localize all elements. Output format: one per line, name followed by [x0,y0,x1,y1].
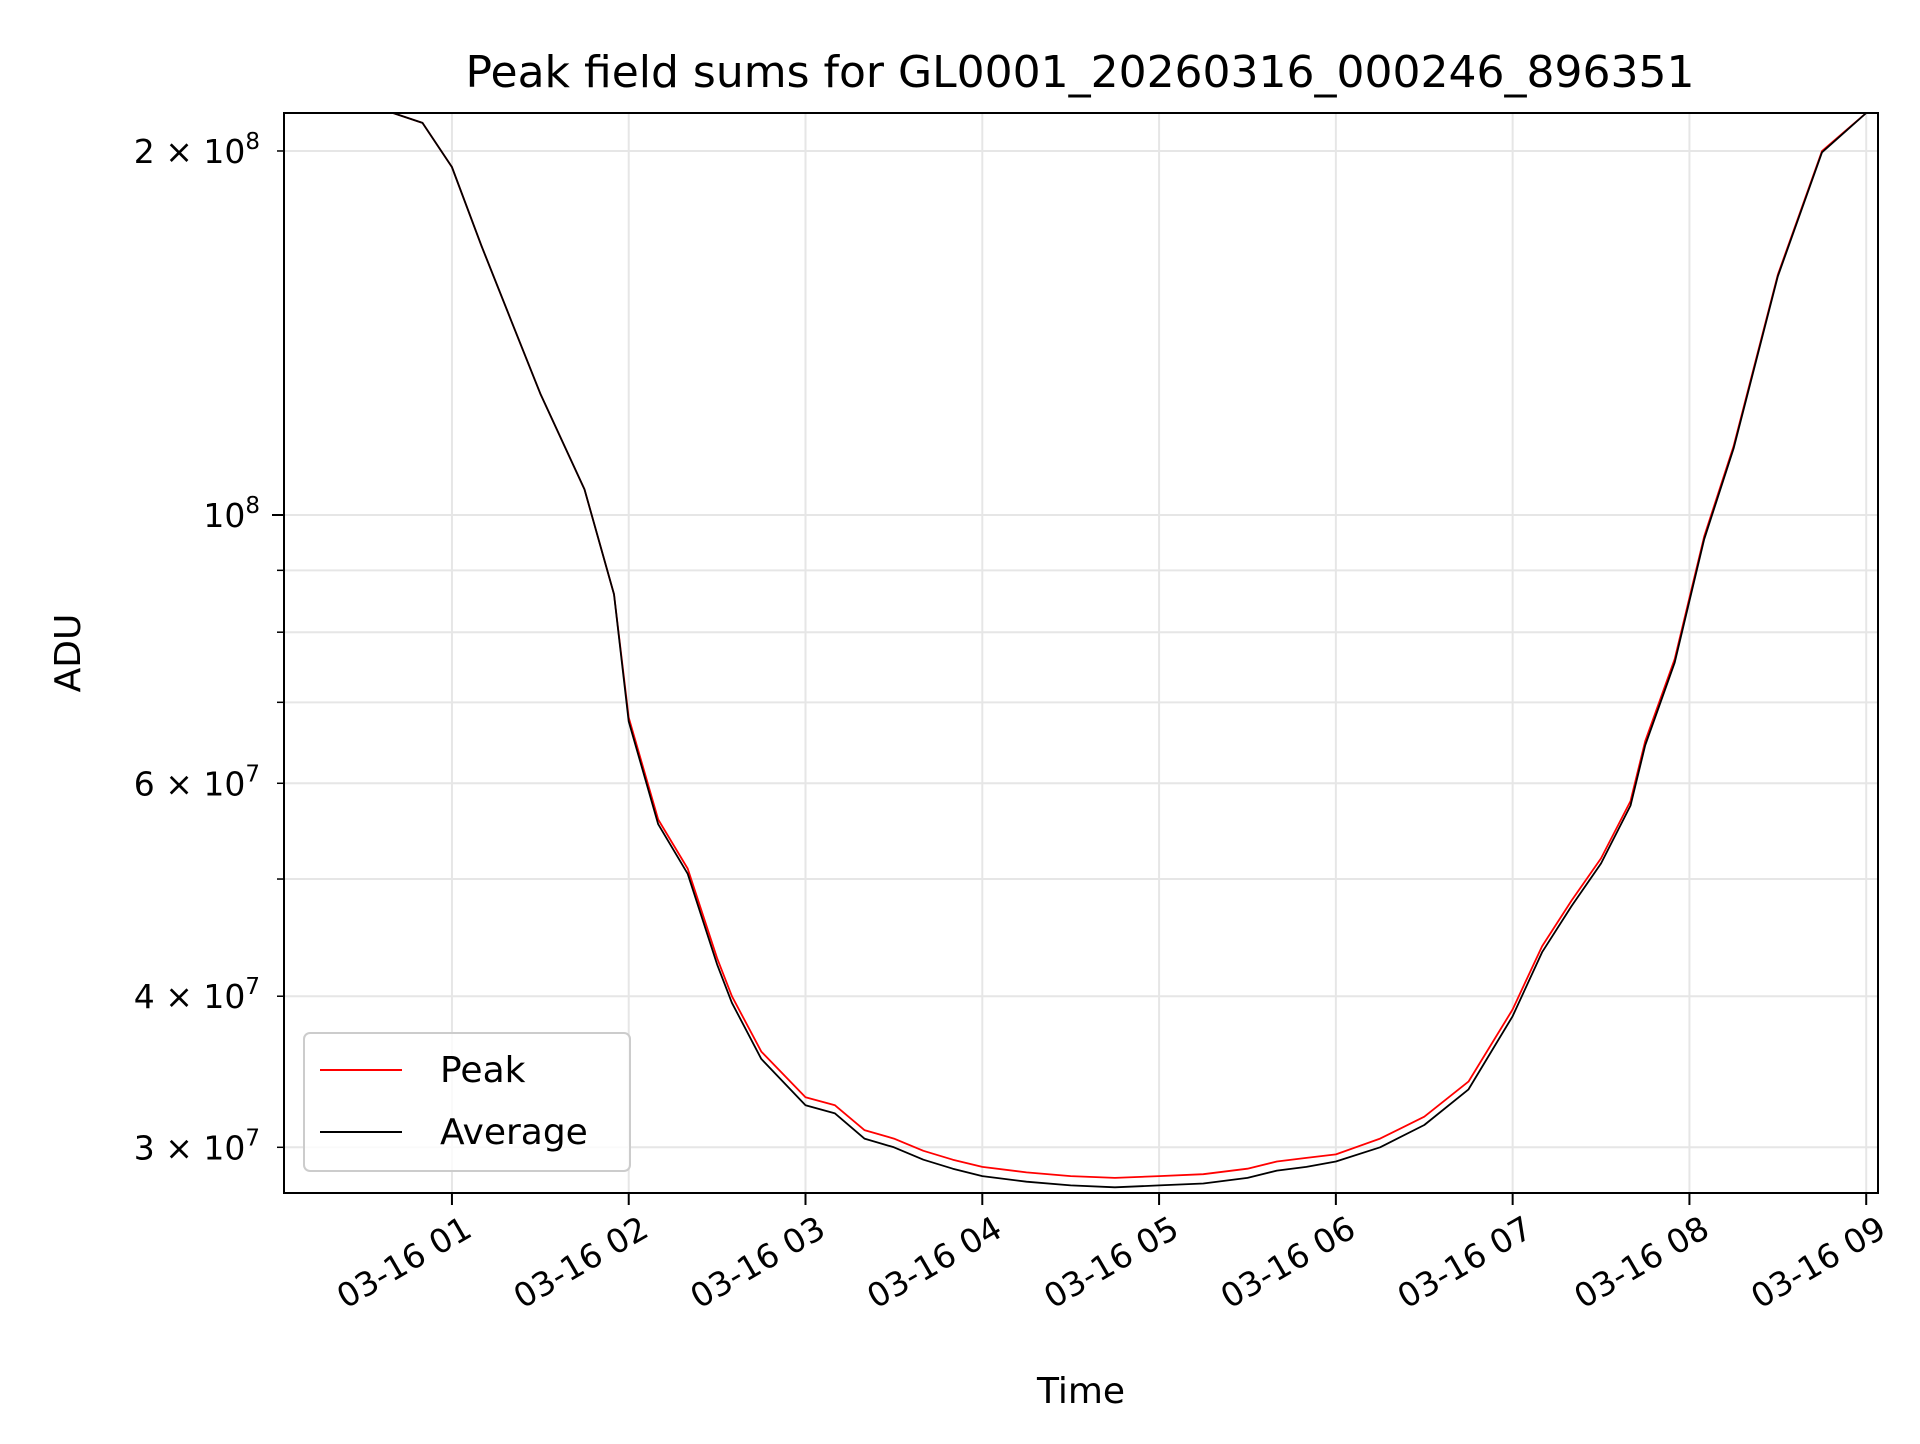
y-tick-label-exponent: 8 [245,129,260,155]
legend-box [303,1032,631,1172]
series-line-average [284,112,1878,1189]
y-tick-label-base: 6 × 10 [134,764,246,803]
y-tick-label: 4 × 107 [134,974,260,1016]
y-tick-label: 3 × 107 [134,1125,260,1167]
y-tick-label-base: 2 × 10 [134,132,246,171]
y-tick-label-exponent: 7 [245,974,260,1000]
y-tick-label: 2 × 108 [134,129,260,171]
y-tick-label-base: 4 × 10 [134,977,246,1016]
legend-label-average: Average [440,1112,588,1153]
y-tick-label-exponent: 7 [245,761,260,787]
y-tick-label: 108 [203,493,260,535]
y-tick-label: 6 × 107 [134,761,260,803]
plot-frame [283,112,1879,1194]
y-tick-label-base: 3 × 10 [134,1128,246,1167]
y-tick-label-exponent: 7 [245,1125,260,1151]
y-tick-label-exponent: 8 [245,493,260,519]
legend-label-peak: Peak [440,1050,526,1091]
series-layer [284,112,1878,1189]
x-axis-label: Time [1036,1371,1125,1412]
y-tick-label-base: 10 [203,496,245,535]
legend: Peak Average [303,1032,631,1172]
y-axis-label: ADU [48,614,89,693]
chart-title: Peak field sums for GL0001_20260316_0002… [466,47,1695,98]
grid-lines [284,113,1878,1193]
